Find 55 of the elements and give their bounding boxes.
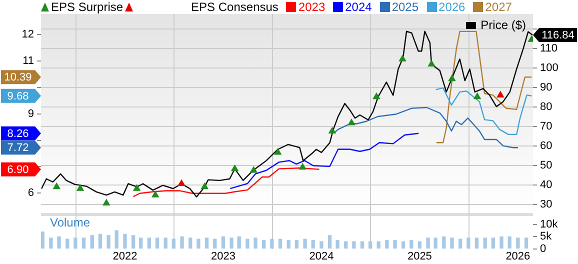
data-label: 116.84: [542, 30, 574, 42]
point: [76, 184, 84, 191]
x-tick-label: 2023: [210, 250, 236, 262]
text: 7.72: [7, 142, 29, 154]
point: [178, 179, 186, 186]
text: 9.68: [7, 90, 29, 102]
y-tick-label: 9: [28, 108, 34, 120]
y2-tick-label: 60: [540, 140, 552, 152]
point: [398, 54, 406, 62]
point: [298, 162, 307, 170]
y-tick-label: 11: [22, 55, 34, 68]
x-tick-label: 2025: [407, 250, 432, 262]
point: [102, 198, 110, 206]
point: [372, 92, 380, 100]
x-tick-label: 2026: [506, 250, 530, 262]
point: [473, 92, 482, 100]
y3-tick-label: 10k: [540, 218, 558, 231]
y2-tick-label: 110: [540, 42, 558, 54]
y2-tick-label: 50: [540, 160, 552, 172]
y2-tick-label: 70: [540, 120, 552, 133]
legend-label: 2024: [345, 0, 372, 14]
text: 10.39: [4, 72, 32, 84]
y-tick-label: 12: [22, 28, 34, 41]
text: 8.26: [7, 128, 29, 140]
legend-title: EPS Consensus: [191, 0, 278, 14]
point: [348, 118, 356, 126]
y2-tick-label: 40: [540, 179, 552, 192]
legend-label: Price ($): [480, 18, 526, 32]
point: [448, 74, 456, 82]
y3-tick-label: 5k: [540, 230, 552, 243]
y2-tick-label: 100: [540, 62, 558, 74]
point: [230, 164, 239, 172]
point: [328, 126, 336, 134]
y3-axis-title: Volume: [50, 216, 90, 230]
point: [151, 190, 160, 198]
y2-tick-label: 30: [540, 198, 552, 211]
point: [200, 182, 209, 190]
y2-tick-label: 80: [540, 101, 552, 114]
point: [52, 182, 61, 190]
y-tick-label: 6: [28, 187, 34, 200]
legend-label: 2025: [392, 0, 419, 14]
point: [250, 166, 258, 173]
legend-label: 2026: [438, 0, 466, 14]
point: [428, 60, 436, 66]
text: 6.90: [7, 164, 29, 176]
y3-tick-label: 0: [540, 242, 546, 255]
point: [132, 184, 141, 191]
x-tick-label: 2024: [309, 250, 334, 262]
point: [274, 148, 282, 155]
legend-label: 2023: [298, 0, 326, 14]
legend-label: 2027: [485, 0, 512, 14]
x-tick-label: 2022: [112, 250, 138, 262]
y2-tick-label: 90: [540, 81, 552, 94]
legend-label: EPS Surprise: [51, 0, 124, 14]
point: [496, 90, 504, 98]
